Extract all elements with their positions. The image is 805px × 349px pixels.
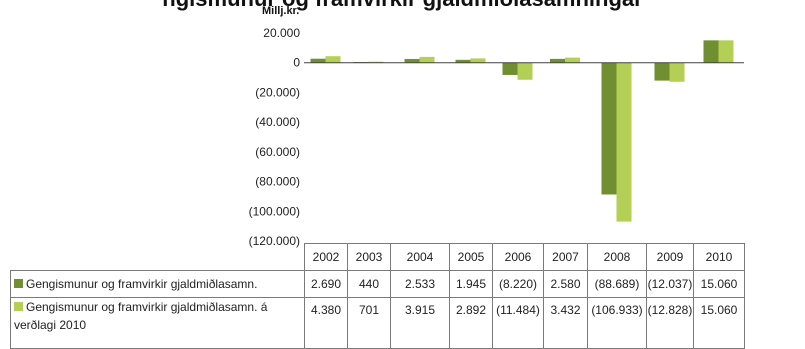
y-axis-unit-label: Millj.kr.: [262, 5, 300, 17]
y-tick-label: (80.000): [255, 175, 300, 189]
year-header-2009: 2009: [646, 243, 694, 271]
value-cell-2003: 701: [347, 297, 391, 349]
y-tick-label: (100.000): [249, 204, 300, 218]
legend-swatch: [14, 302, 23, 311]
table-row: Gengismunur og framvirkir gjaldmiðlasamn…: [10, 270, 745, 298]
bar-series-2-2006: [517, 62, 533, 80]
bar-series-2-2003: [368, 61, 384, 63]
value-cell-2004: 3.915: [390, 297, 450, 349]
value-cell-2005: 2.892: [449, 297, 493, 349]
value-cell-2006: (11.484): [492, 297, 544, 349]
bar-series-1-2006: [502, 62, 518, 75]
bar-series-1-2002: [310, 58, 326, 63]
value-cell-2009: (12.828): [646, 297, 694, 349]
value-cell-2010: 15.060: [693, 297, 745, 349]
bar-series-1-2005: [455, 59, 471, 63]
value-cell-2004: 2.533: [390, 270, 450, 298]
year-header-2008: 2008: [587, 243, 647, 271]
bar-series-2-2008: [616, 62, 632, 222]
value-cell-2005: 1.945: [449, 270, 493, 298]
value-cell-2007: 2.580: [543, 270, 588, 298]
value-cell-2008: (106.933): [587, 297, 647, 349]
y-tick-label: 20.000: [263, 26, 300, 40]
value-cell-2010: 15.060: [693, 270, 745, 298]
legend-swatch: [14, 279, 23, 288]
series-legend-label: Gengismunur og framvirkir gjaldmiðlasamn…: [10, 270, 305, 298]
value-cell-2003: 440: [347, 270, 391, 298]
table-row: Gengismunur og framvirkir gjaldmiðlasamn…: [10, 297, 745, 349]
value-cell-2008: (88.689): [587, 270, 647, 298]
y-tick-label: (20.000): [255, 85, 300, 99]
bar-series-2-2004: [419, 56, 435, 63]
bar-series-2-2002: [325, 56, 341, 63]
value-cell-2006: (8.220): [492, 270, 544, 298]
y-tick-label: (60.000): [255, 145, 300, 159]
bar-chart: 20.000 0 (20.000) (40.000) (60.000) (80.000) (…: [249, 26, 744, 248]
year-header-2004: 2004: [390, 243, 450, 271]
year-header-2010: 2010: [693, 243, 745, 271]
bar-series-1-2004: [404, 58, 420, 63]
data-table: 2002 2003 2004 2005 2006 2007 2008 2009 2010 Gen…: [10, 243, 745, 349]
series-legend-label: Gengismunur og framvirkir gjaldmiðlasamn…: [10, 297, 305, 349]
value-cell-2007: 3.432: [543, 297, 588, 349]
chart-title: ngismunur og framvirkir gjaldmiðlasamnin…: [0, 0, 805, 12]
bar-series-1-2009: [654, 62, 670, 81]
value-cell-2009: (12.037): [646, 270, 694, 298]
bar-series-2-2009: [669, 62, 685, 82]
bar-series-1-2010: [703, 40, 719, 63]
year-header-2007: 2007: [543, 243, 588, 271]
y-tick-label: (120.000): [249, 234, 300, 248]
bar-series-1-2008: [601, 62, 617, 195]
year-header-2006: 2006: [492, 243, 544, 271]
year-header-2003: 2003: [347, 243, 391, 271]
bar-series-2-2010: [718, 40, 734, 63]
y-tick-label: 0: [293, 56, 300, 70]
y-tick-label: (40.000): [255, 115, 300, 129]
bar-series-2-2007: [565, 57, 580, 63]
bars: [310, 40, 734, 222]
value-cell-2002: 4.380: [304, 297, 348, 349]
bar-series-1-2007: [550, 58, 565, 63]
table-corner: [11, 244, 305, 271]
year-header-2002: 2002: [304, 243, 348, 271]
bar-series-2-2005: [470, 58, 486, 63]
year-header-2005: 2005: [449, 243, 493, 271]
value-cell-2002: 2.690: [304, 270, 348, 298]
y-axis-ticks: 20.000 0 (20.000) (40.000) (60.000) (80.000) (…: [249, 26, 301, 248]
